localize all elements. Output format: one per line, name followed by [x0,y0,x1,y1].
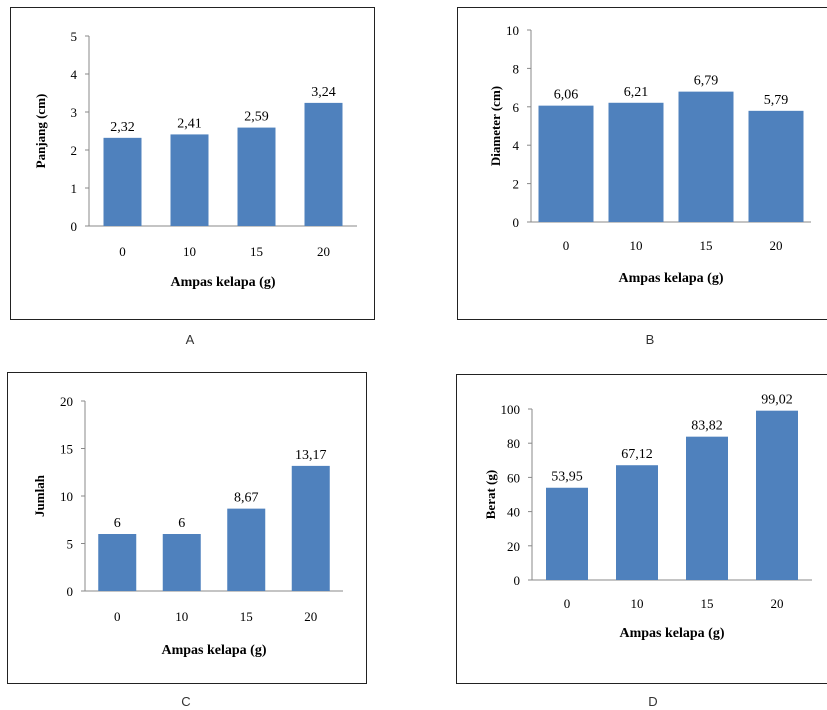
bar-b [748,110,804,222]
y-tick-label-b: 8 [513,61,520,76]
y-tick-label-a: 0 [71,219,78,234]
y-tick-label-c: 0 [67,584,74,599]
x-axis-title-b: Ampas kelapa (g) [618,271,723,286]
x-axis-title-d: Ampas kelapa (g) [619,626,724,641]
y-tick-label-b: 4 [513,138,520,153]
data-label-d: 67,12 [621,447,653,462]
y-tick-label-a: 2 [71,143,78,158]
bar-c [162,534,201,591]
x-tick-label-a: 0 [119,244,126,259]
data-label-d: 53,95 [551,470,583,485]
y-tick-label-a: 1 [71,181,78,196]
bar-a [237,127,276,226]
y-axis-title-c: Jumlah [32,474,47,517]
x-tick-label-b: 20 [770,238,783,253]
y-tick-label-c: 5 [67,537,74,552]
x-tick-label-d: 20 [771,596,784,611]
data-label-d: 83,82 [691,419,723,434]
data-label-c: 8,67 [234,491,259,506]
panel-caption-b: B [645,332,655,347]
y-tick-label-d: 40 [507,505,520,520]
chart-d-svg: 0 20 40 60 80 100 53,95 0 67,12 10 83,82 15 99,02 20 A… [483,393,812,641]
data-label-a: 2,59 [244,110,269,125]
x-tick-label-b: 10 [630,238,643,253]
chart-panel-b: 0 2 4 6 8 10 6,06 0 6,21 10 6,79 15 5,79 20 Ampas kela… [457,7,827,320]
data-label-b: 6,79 [694,74,719,89]
x-tick-label-a: 15 [250,244,263,259]
y-tick-label-b: 6 [513,100,520,115]
y-tick-label-b: 10 [506,23,519,38]
x-tick-label-b: 0 [563,238,570,253]
bar-b [678,91,734,222]
x-tick-label-d: 0 [564,596,571,611]
data-label-a: 2,32 [110,120,135,135]
y-tick-label-c: 10 [60,489,73,504]
y-tick-label-b: 2 [513,177,520,192]
x-axis-title-c: Ampas kelapa (g) [161,643,266,658]
y-axis-title-d: Berat (g) [483,470,498,519]
x-tick-label-c: 10 [175,609,188,624]
data-label-d: 99,02 [761,393,793,408]
chart-b-svg: 0 2 4 6 8 10 6,06 0 6,21 10 6,79 15 5,79 20 Ampas kela… [488,23,811,286]
bar-a [170,134,209,226]
chart-a-svg: 0 1 2 3 4 5 2,32 0 2,41 10 2,59 15 3,24 20 Ampas kelap… [33,29,357,290]
x-tick-label-a: 10 [183,244,196,259]
data-label-b: 6,21 [624,85,649,100]
chart-panel-a: 0 1 2 3 4 5 2,32 0 2,41 10 2,59 15 3,24 20 Ampas kelap… [10,7,375,320]
bar-d [546,487,588,580]
y-tick-label-d: 80 [507,436,520,451]
bar-b [538,105,594,222]
panel-caption-a: A [185,332,195,347]
bar-a [103,137,142,226]
bar-a [304,102,343,226]
x-tick-label-b: 15 [700,238,713,253]
y-axis-title-b: Diameter (cm) [488,86,503,166]
chart-panel-d: 0 20 40 60 80 100 53,95 0 67,12 10 83,82 15 99,02 20 A… [456,374,827,684]
data-label-c: 6 [114,516,121,531]
y-tick-label-d: 60 [507,470,520,485]
y-tick-label-d: 0 [514,573,521,588]
y-tick-label-a: 3 [71,105,78,120]
x-tick-label-d: 10 [631,596,644,611]
x-tick-label-c: 0 [114,609,121,624]
x-tick-label-d: 15 [701,596,714,611]
bar-c [291,465,330,591]
panel-caption-d: D [648,694,658,709]
bar-b [608,102,664,222]
y-tick-label-d: 20 [507,539,520,554]
bar-c [227,508,266,591]
y-axis-title-a: Panjang (cm) [33,94,48,169]
x-tick-label-c: 20 [304,609,317,624]
y-tick-label-c: 15 [60,442,73,457]
y-tick-label-b: 0 [513,215,520,230]
y-tick-label-a: 4 [71,67,78,82]
data-label-a: 2,41 [177,116,202,131]
data-label-c: 6 [178,516,185,531]
x-tick-label-c: 15 [240,609,253,624]
x-axis-title-a: Ampas kelapa (g) [170,275,275,290]
data-label-b: 6,06 [554,88,579,103]
bar-d [756,410,798,580]
x-tick-label-a: 20 [317,244,330,259]
chart-panel-c: 0 5 10 15 20 6 0 6 10 8,67 15 13,17 20 Ampas kelapa (… [7,372,367,684]
panel-caption-c: C [181,694,191,709]
chart-c-svg: 0 5 10 15 20 6 0 6 10 8,67 15 13,17 20 Ampas kelapa (… [32,394,343,658]
data-label-c: 13,17 [295,448,327,463]
y-tick-label-a: 5 [71,29,78,44]
bar-d [686,436,728,580]
bar-c [98,534,137,591]
y-tick-label-d: 100 [501,402,521,417]
bar-d [616,465,658,580]
data-label-a: 3,24 [311,85,336,100]
y-tick-label-c: 20 [60,394,73,409]
data-label-b: 5,79 [764,93,789,108]
